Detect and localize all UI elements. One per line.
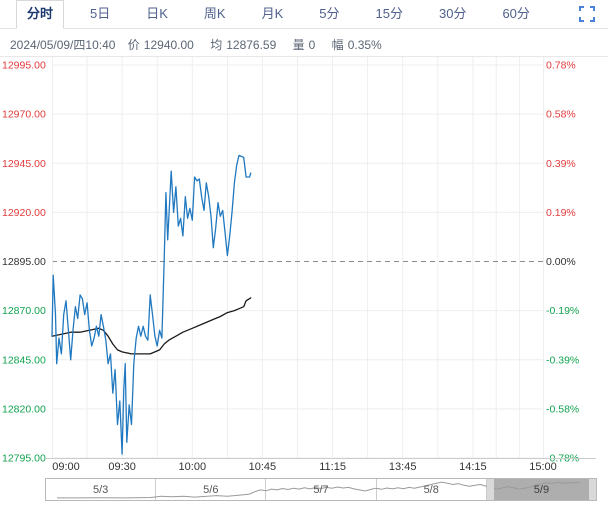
tab-daily-k[interactable]: 日K: [146, 6, 168, 21]
pct-axis-label: -0.58%: [546, 403, 579, 415]
volume-label: 量: [292, 38, 305, 52]
tab-weekly-k[interactable]: 周K: [203, 6, 226, 21]
navigator-day-label: 5/8: [423, 483, 439, 496]
pct-axis-label: 0.78%: [546, 60, 576, 72]
intraday-price-chart[interactable]: 12995.00 0.78% 12970.00 0.58% 12945.00 0.39% 1…: [0, 56, 608, 478]
time-axis-label: 09:00: [52, 461, 80, 473]
navigator-day-0[interactable]: 5/3: [46, 479, 157, 500]
price-axis-label: 12795.00: [2, 453, 46, 465]
navigator-left-handle[interactable]: [486, 479, 494, 500]
navigator-day-3[interactable]: 5/8: [377, 479, 487, 500]
price-axis-label: 12920.00: [2, 207, 46, 219]
tab-monthly-k[interactable]: 月K: [261, 6, 284, 21]
status-range: 幅 0.35%: [332, 38, 386, 52]
time-axis-label: 10:45: [249, 461, 277, 473]
navigator-day-label: 5/6: [203, 483, 219, 496]
navigator-right-handle[interactable]: [589, 479, 597, 500]
pct-axis-label: 0.00%: [546, 256, 576, 268]
price-axis-label: 12945.00: [2, 158, 46, 170]
price-axis-label: 12970.00: [2, 109, 46, 121]
h-gridlines: 12995.00 0.78% 12970.00 0.58% 12945.00 0.39% 1…: [2, 60, 579, 465]
status-average: 均 12876.59: [210, 38, 283, 52]
navigator-day-label: 5/9: [533, 483, 550, 496]
tab-15min[interactable]: 15分: [375, 6, 403, 21]
time-axis-label: 10:00: [179, 461, 207, 473]
pct-axis-label: 0.39%: [546, 158, 576, 170]
date-navigator: 5/3 5/6 5/7 5/8 5/9: [45, 478, 597, 501]
pct-axis-label: -0.39%: [546, 354, 579, 366]
price-axis-label: 12820.00: [2, 403, 46, 415]
avg-label: 均: [210, 38, 223, 52]
navigator-day-label: 5/7: [313, 483, 329, 496]
navigator-day-label: 5/3: [92, 483, 109, 496]
time-axis-labels: 09:00 09:30 10:00 10:45 11:15 13:45 14:15 15:00: [52, 461, 557, 473]
time-axis-label: 15:00: [529, 461, 557, 473]
navigator-day-2[interactable]: 5/7: [266, 479, 377, 500]
pct-axis-label: 0.19%: [546, 207, 576, 219]
avg-value: 12876.59: [226, 38, 277, 52]
time-axis-label: 14:15: [459, 461, 487, 473]
volume-value: 0: [308, 38, 316, 52]
tab-5day[interactable]: 5日: [90, 6, 111, 21]
time-axis-label: 13:45: [389, 461, 417, 473]
price-axis-label: 12995.00: [2, 60, 46, 72]
tab-minute[interactable]: 分时: [16, 0, 65, 29]
time-axis-label: 11:15: [319, 461, 346, 473]
range-label: 幅: [331, 38, 344, 52]
pct-axis-label: -0.19%: [546, 305, 579, 317]
period-tabbar: 分时 5日 日K 周K 月K 5分 15分 30分 60分: [0, 0, 608, 29]
tab-60min[interactable]: 60分: [502, 6, 530, 21]
price-line: [51, 154, 252, 455]
status-datetime: 2024/05/09/四10:40: [10, 38, 116, 52]
navigator-sparkline: [57, 481, 580, 499]
time-axis-label: 09:30: [108, 461, 136, 473]
tab-5min[interactable]: 5分: [319, 6, 340, 21]
status-price: 价 12940.00: [128, 38, 201, 52]
price-axis-label: 12845.00: [2, 354, 46, 366]
price-axis-label: 12895.00: [2, 256, 46, 268]
price-axis-label: 12870.00: [2, 305, 46, 317]
fullscreen-icon[interactable]: [579, 6, 595, 22]
tab-30min[interactable]: 30分: [438, 6, 467, 21]
price-label: 价: [127, 38, 140, 52]
pct-axis-label: 0.58%: [546, 109, 576, 121]
navigator-day-1[interactable]: 5/6: [156, 479, 267, 500]
v-gridlines: [86, 57, 521, 458]
range-value: 0.35%: [347, 38, 382, 52]
price-value: 12940.00: [143, 38, 194, 52]
navigator-day-4-selected[interactable]: 5/9: [486, 479, 597, 500]
